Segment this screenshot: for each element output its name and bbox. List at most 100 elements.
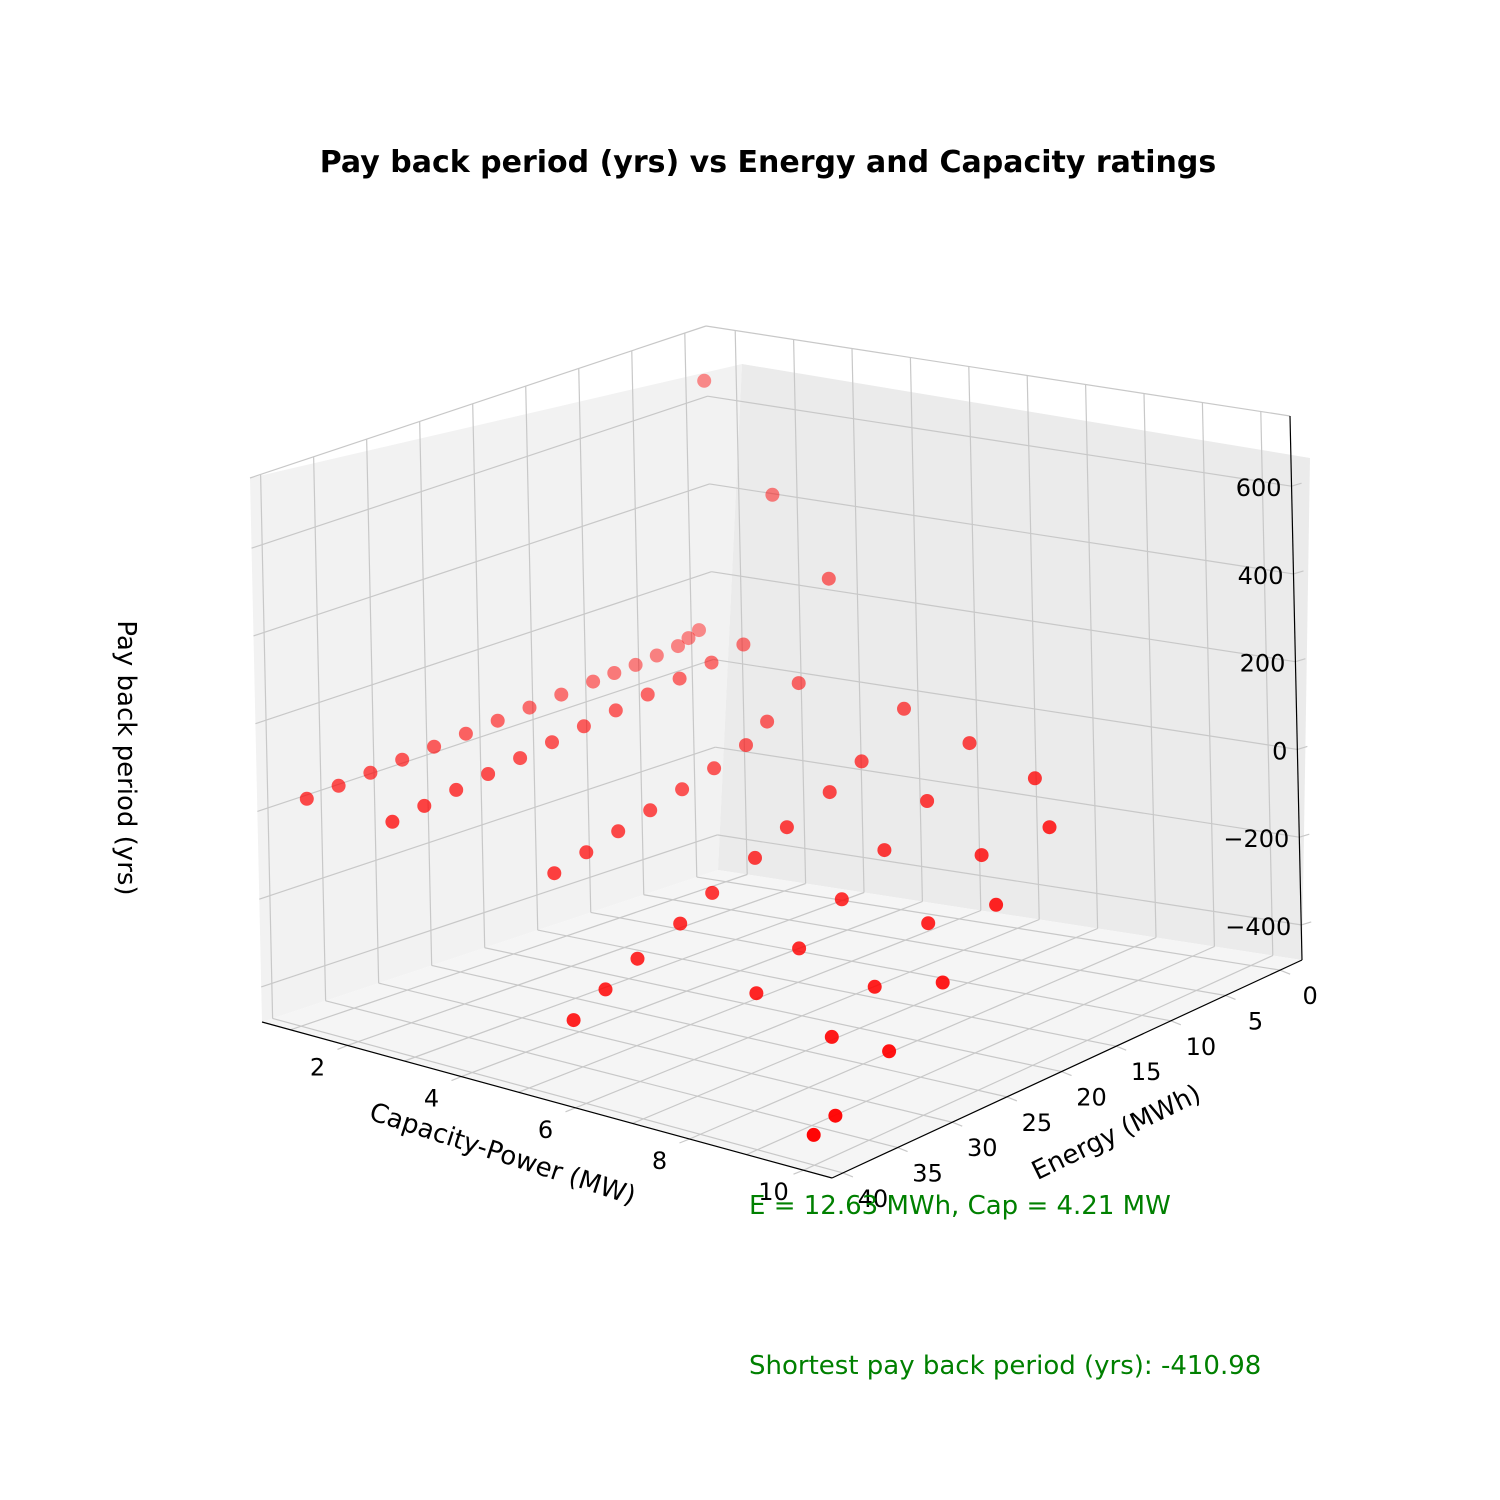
grid-line-z-left bbox=[713, 658, 1298, 751]
scatter-point bbox=[877, 843, 892, 858]
grid-line-x bbox=[575, 918, 1040, 1109]
scatter-point bbox=[834, 892, 849, 907]
scatter-point bbox=[697, 373, 712, 388]
scatter-point bbox=[675, 782, 690, 797]
x-tick-mark bbox=[793, 1169, 804, 1175]
scatter-points bbox=[299, 373, 1057, 1142]
grid-lines bbox=[249, 325, 1302, 1174]
scatter-point bbox=[449, 782, 464, 797]
grid-line-y-wall bbox=[525, 386, 539, 931]
grid-line-z-top-right bbox=[249, 325, 707, 479]
y-axis-spine bbox=[831, 959, 1303, 1179]
scatter-point bbox=[427, 739, 442, 754]
grid-line-z-left bbox=[717, 834, 1302, 926]
x-tick-mark bbox=[679, 1138, 690, 1144]
z-axis-spine bbox=[1289, 415, 1303, 961]
scatter-point bbox=[628, 657, 643, 672]
x-axis-spine bbox=[261, 1021, 833, 1179]
z-tick-label: 200 bbox=[1240, 650, 1286, 678]
grid-line-x bbox=[461, 900, 923, 1078]
annotation-optimum: E = 12.63 MWh, Cap = 4.21 MW bbox=[749, 1191, 1171, 1221]
scatter-point bbox=[760, 714, 775, 729]
grid-line-z-right bbox=[261, 834, 718, 988]
scatter-point bbox=[643, 803, 658, 818]
y-tick-mark bbox=[1279, 969, 1291, 975]
scatter-point bbox=[962, 736, 977, 751]
grid-line-y-wall bbox=[260, 474, 274, 1019]
grid-line-y bbox=[537, 929, 1117, 1047]
scatter-point bbox=[704, 655, 719, 670]
scatter-point bbox=[586, 674, 601, 689]
y-tick-label: 15 bbox=[1131, 1058, 1162, 1086]
grid-line-y bbox=[272, 1017, 844, 1174]
grid-line-z-right bbox=[251, 395, 708, 549]
scatter-point bbox=[1027, 771, 1042, 786]
scatter-point bbox=[331, 778, 346, 793]
grid-line-x-wall-minor bbox=[968, 366, 982, 911]
scatter-point bbox=[630, 951, 645, 966]
grid-line-y-wall bbox=[472, 403, 486, 948]
grid-line-z-left bbox=[711, 571, 1296, 663]
x-tick-label: 10 bbox=[758, 1178, 789, 1206]
scatter-point bbox=[897, 701, 911, 716]
grid-line-x-wall-minor bbox=[851, 348, 865, 893]
scatter-point bbox=[579, 845, 594, 860]
scatter-point bbox=[458, 726, 473, 741]
back-left-pane bbox=[250, 364, 742, 1022]
scatter-point bbox=[1042, 820, 1057, 835]
scatter-point bbox=[611, 824, 626, 839]
grid-line-z-right bbox=[253, 483, 710, 637]
y-tick-label: 35 bbox=[912, 1160, 943, 1188]
z-tick-label: 600 bbox=[1236, 474, 1282, 502]
scatter-point bbox=[765, 487, 780, 502]
scatter-point bbox=[739, 738, 753, 753]
scatter-point bbox=[792, 941, 807, 956]
grid-line-x-wall bbox=[909, 357, 923, 902]
grid-line-x-minor bbox=[518, 909, 982, 1093]
scatter-point bbox=[989, 897, 1004, 912]
chart-title: Pay back period (yrs) vs Energy and Capa… bbox=[320, 145, 1216, 180]
grid-line-y bbox=[325, 1000, 898, 1149]
scatter-point bbox=[649, 648, 664, 663]
scatter-point bbox=[935, 975, 950, 990]
scatter-point bbox=[385, 814, 400, 829]
grid-line-x-minor bbox=[632, 927, 1098, 1124]
y-tick-mark bbox=[842, 1172, 854, 1178]
y-tick-mark bbox=[1225, 994, 1236, 1001]
scatter-point bbox=[974, 848, 989, 863]
z-tick-label: −400 bbox=[1225, 913, 1291, 941]
grid-line-y-wall bbox=[313, 456, 327, 1001]
grid-line-x-wall-minor bbox=[1201, 402, 1215, 947]
grid-line-x-wall bbox=[793, 339, 807, 884]
grid-line-z-top-left bbox=[705, 325, 1291, 417]
scatter-point bbox=[681, 631, 696, 646]
y-tick-label: 10 bbox=[1186, 1033, 1217, 1061]
scatter-point bbox=[481, 767, 496, 781]
scatter-point bbox=[522, 700, 537, 715]
scatter-point bbox=[363, 765, 378, 780]
z-axis-label: Pay back period (yrs) bbox=[111, 620, 141, 895]
scatter-point bbox=[395, 752, 410, 767]
x-tick-mark bbox=[451, 1076, 462, 1082]
scatter-point bbox=[921, 916, 936, 931]
y-tick-mark bbox=[952, 1121, 963, 1127]
scatter-point bbox=[791, 676, 806, 691]
grid-line-z-right bbox=[259, 746, 716, 900]
scatter-point bbox=[545, 735, 559, 750]
z-tick-label: 0 bbox=[1272, 737, 1287, 765]
grid-line-y bbox=[378, 982, 953, 1123]
z-tick-label: 400 bbox=[1238, 562, 1284, 590]
scatter-point bbox=[513, 751, 528, 766]
z-tick-mark bbox=[1297, 745, 1308, 750]
scatter-point bbox=[598, 982, 613, 997]
grid-line-x bbox=[803, 954, 1274, 1171]
scatter-point bbox=[299, 791, 314, 806]
grid-line-z-right bbox=[255, 571, 712, 725]
scatter-point bbox=[673, 916, 688, 931]
grid-line-x-wall-minor bbox=[734, 330, 748, 875]
scatter-point bbox=[822, 785, 837, 800]
z-tick-mark bbox=[1301, 921, 1312, 926]
z-tick-mark bbox=[1299, 833, 1310, 838]
y-tick-mark bbox=[1170, 1020, 1182, 1026]
z-tick-mark bbox=[1293, 570, 1304, 575]
